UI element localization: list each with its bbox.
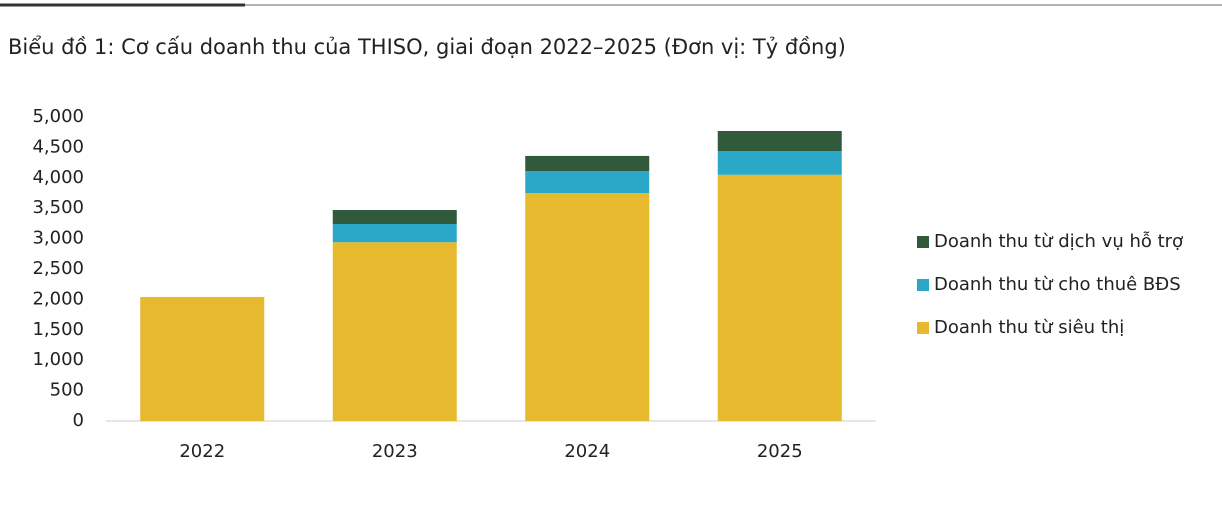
legend-label: Doanh thu từ cho thuê BĐS bbox=[934, 274, 1181, 295]
y-tick-label: 1,500 bbox=[32, 319, 84, 340]
legend-label: Doanh thu từ siêu thị bbox=[934, 317, 1124, 338]
x-tick-label: 2025 bbox=[757, 441, 803, 462]
bar-segment bbox=[717, 130, 842, 152]
x-tick-label: 2023 bbox=[372, 441, 418, 462]
y-tick-label: 4,500 bbox=[32, 136, 84, 157]
bar-segment bbox=[717, 174, 842, 421]
legend-swatch bbox=[917, 236, 929, 248]
legend-swatch bbox=[917, 322, 929, 334]
legend-swatch bbox=[917, 279, 929, 291]
bar-segment bbox=[332, 242, 457, 421]
y-tick-label: 2,500 bbox=[32, 258, 84, 279]
y-tick-label: 5,000 bbox=[32, 106, 84, 127]
chart-title: Biểu đồ 1: Cơ cấu doanh thu của THISO, g… bbox=[8, 35, 846, 59]
legend-label: Doanh thu từ dịch vụ hỗ trợ bbox=[934, 231, 1183, 252]
bar-segment bbox=[140, 296, 265, 421]
bar-segment bbox=[332, 224, 457, 243]
y-tick-label: 4,000 bbox=[32, 167, 84, 188]
y-tick-label: 3,000 bbox=[32, 228, 84, 249]
bar-segment bbox=[332, 210, 457, 225]
bar-segment bbox=[717, 151, 842, 175]
y-tick-label: 1,000 bbox=[32, 349, 84, 370]
y-tick-label: 2,000 bbox=[32, 288, 84, 309]
y-tick-label: 500 bbox=[50, 380, 84, 401]
x-tick-label: 2022 bbox=[179, 441, 225, 462]
y-tick-label: 0 bbox=[73, 410, 84, 431]
bar-segment bbox=[525, 171, 650, 193]
y-tick-label: 3,500 bbox=[32, 197, 84, 218]
x-tick-label: 2024 bbox=[564, 441, 610, 462]
bar-segment bbox=[525, 193, 650, 421]
bar-segment bbox=[525, 155, 650, 172]
